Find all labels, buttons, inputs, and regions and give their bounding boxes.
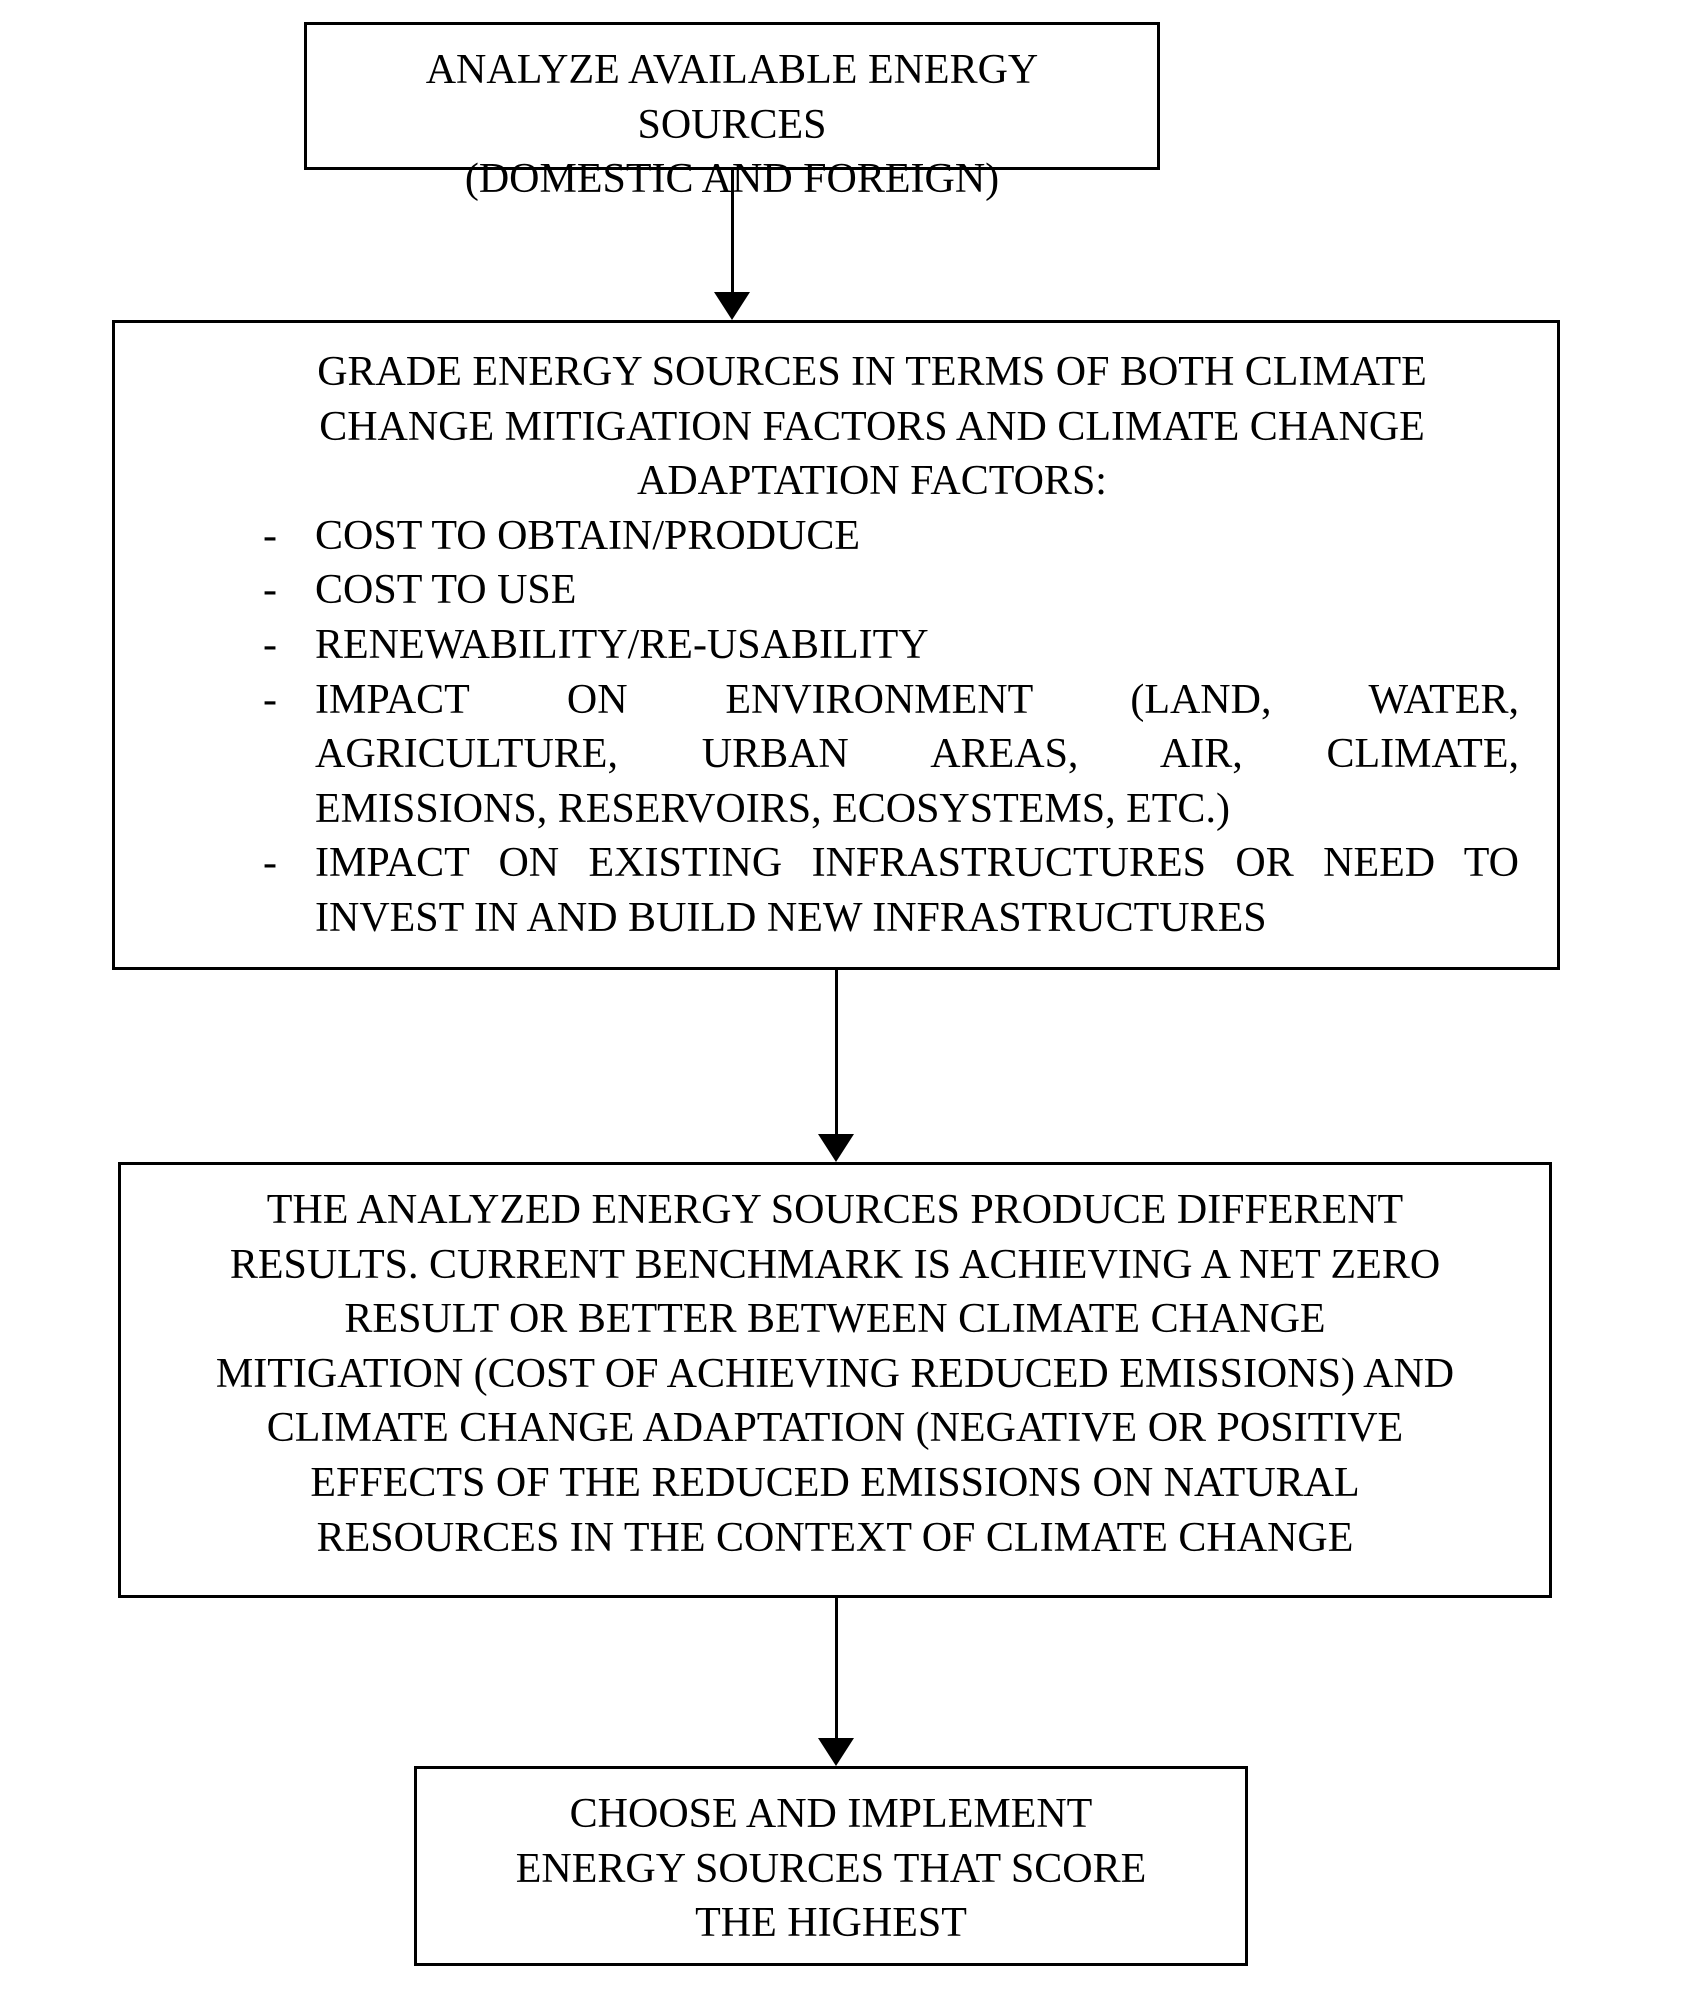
bullet-4-content: IMPACT ON ENVIRONMENT (LAND, WATER, AGRI… xyxy=(315,673,1519,837)
bullet-dash-icon: - xyxy=(225,563,315,618)
bullet-4-line-1: IMPACT ON ENVIRONMENT (LAND, WATER, xyxy=(315,673,1519,728)
bullet-1-text: COST TO OBTAIN/PRODUCE xyxy=(315,509,1519,564)
box3-line-2: RESULTS. CURRENT BENCHMARK IS ACHIEVING … xyxy=(149,1238,1521,1293)
bullet-row-4: - IMPACT ON ENVIRONMENT (LAND, WATER, AG… xyxy=(225,673,1519,837)
box3-line-3: RESULT OR BETTER BETWEEN CLIMATE CHANGE xyxy=(149,1292,1521,1347)
box4-line-2: ENERGY SOURCES THAT SCORE xyxy=(445,1842,1217,1897)
flow-box-results: THE ANALYZED ENERGY SOURCES PRODUCE DIFF… xyxy=(118,1162,1552,1598)
bullet-row-5: - IMPACT ON EXISTING INFRASTRUCTURES OR … xyxy=(225,836,1519,945)
box4-line-1: CHOOSE AND IMPLEMENT xyxy=(445,1787,1217,1842)
flow-box-choose: CHOOSE AND IMPLEMENT ENERGY SOURCES THAT… xyxy=(414,1766,1248,1966)
arrow-3-head-icon xyxy=(818,1738,854,1766)
arrow-2-line xyxy=(835,970,838,1134)
arrow-1-line xyxy=(731,170,734,292)
bullet-4-line-2: AGRICULTURE, URBAN AREAS, AIR, CLIMATE, xyxy=(315,727,1519,782)
box3-line-5: CLIMATE CHANGE ADAPTATION (NEGATIVE OR P… xyxy=(149,1401,1521,1456)
box4-line-3: THE HIGHEST xyxy=(445,1896,1217,1951)
arrow-1-head-icon xyxy=(714,292,750,320)
bullet-dash-icon: - xyxy=(225,509,315,564)
flow-box-grade: GRADE ENERGY SOURCES IN TERMS OF BOTH CL… xyxy=(112,320,1560,970)
box2-header-1: GRADE ENERGY SOURCES IN TERMS OF BOTH CL… xyxy=(225,345,1519,400)
bullet-2-text: COST TO USE xyxy=(315,563,1519,618)
arrow-3-line xyxy=(835,1598,838,1738)
bullet-row-1: - COST TO OBTAIN/PRODUCE xyxy=(225,509,1519,564)
box2-header-2: CHANGE MITIGATION FACTORS AND CLIMATE CH… xyxy=(225,400,1519,455)
bullet-dash-icon: - xyxy=(225,836,315,945)
bullet-dash-icon: - xyxy=(225,618,315,673)
bullet-3-text: RENEWABILITY/RE-USABILITY xyxy=(315,618,1519,673)
arrow-2-head-icon xyxy=(818,1134,854,1162)
bullet-4-line-3: EMISSIONS, RESERVOIRS, ECOSYSTEMS, ETC.) xyxy=(315,782,1519,837)
box3-line-6: EFFECTS OF THE REDUCED EMISSIONS ON NATU… xyxy=(149,1456,1521,1511)
bullet-5-line-2: INVEST IN AND BUILD NEW INFRASTRUCTURES xyxy=(315,891,1519,946)
bullet-row-3: - RENEWABILITY/RE-USABILITY xyxy=(225,618,1519,673)
bullet-5-content: IMPACT ON EXISTING INFRASTRUCTURES OR NE… xyxy=(315,836,1519,945)
bullet-dash-icon: - xyxy=(225,673,315,837)
flow-box-analyze: ANALYZE AVAILABLE ENERGY SOURCES (DOMEST… xyxy=(304,22,1160,170)
box3-line-1: THE ANALYZED ENERGY SOURCES PRODUCE DIFF… xyxy=(149,1183,1521,1238)
bullet-5-line-1: IMPACT ON EXISTING INFRASTRUCTURES OR NE… xyxy=(315,836,1519,891)
bullet-row-2: - COST TO USE xyxy=(225,563,1519,618)
box2-header-3: ADAPTATION FACTORS: xyxy=(225,454,1519,509)
box3-line-4: MITIGATION (COST OF ACHIEVING REDUCED EM… xyxy=(149,1347,1521,1402)
box1-line1: ANALYZE AVAILABLE ENERGY SOURCES xyxy=(335,43,1129,152)
box3-line-7: RESOURCES IN THE CONTEXT OF CLIMATE CHAN… xyxy=(149,1511,1521,1566)
